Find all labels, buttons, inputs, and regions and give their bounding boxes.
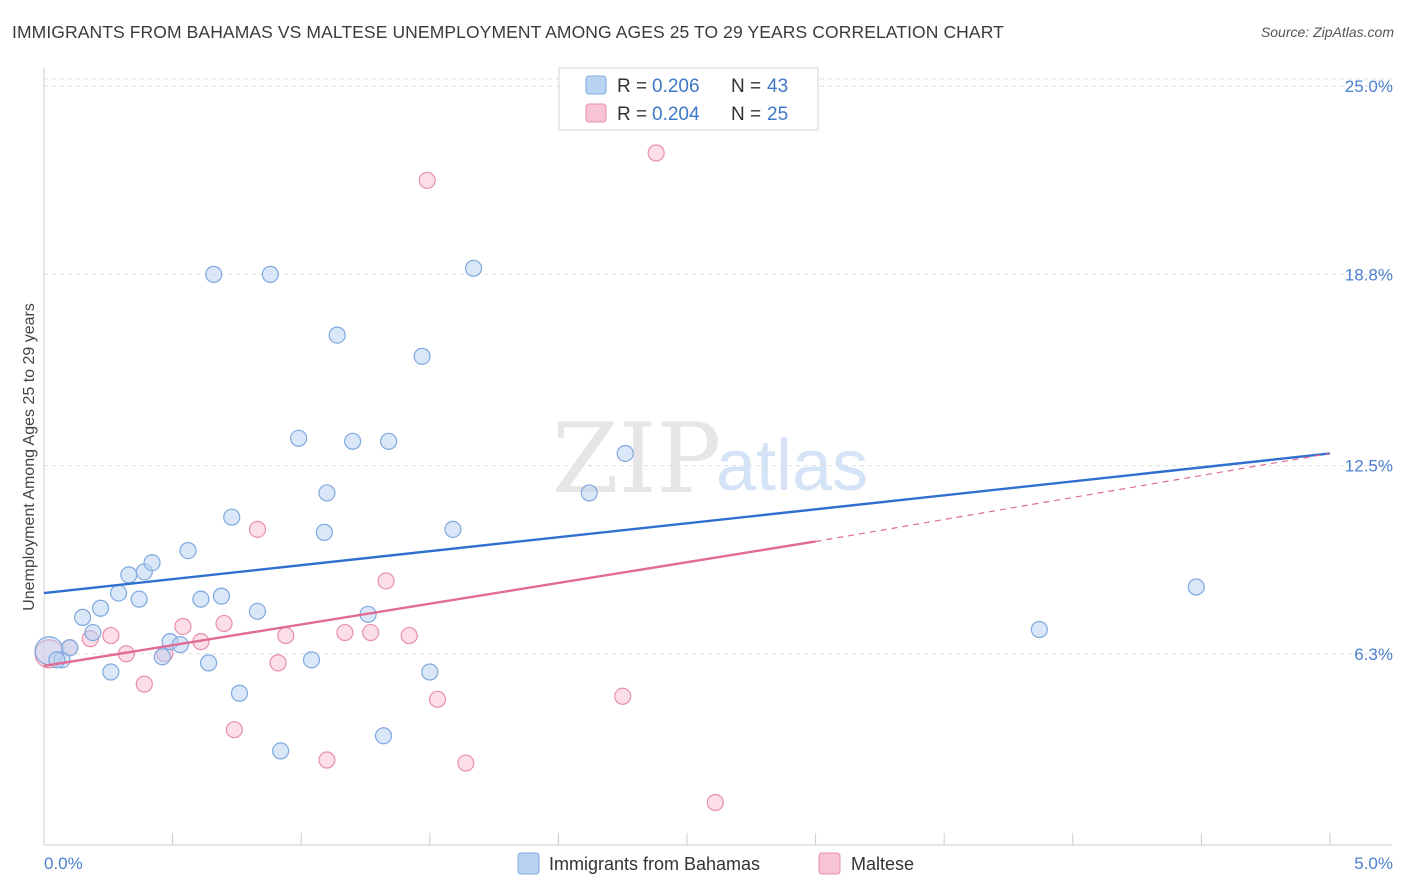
bahamas-point: [248, 602, 267, 620]
bahamas-point: [413, 347, 431, 365]
bahamas-point: [109, 584, 128, 602]
trend-lines: [43, 452, 1331, 668]
bahamas-point: [272, 742, 290, 760]
maltese-point: [277, 626, 295, 645]
bottom-legend-swatch-bahamas: [517, 852, 540, 875]
bahamas-point: [1030, 620, 1048, 639]
maltese-trend-line: [43, 540, 816, 668]
bahamas-point: [290, 429, 308, 447]
maltese-point: [102, 626, 120, 645]
maltese-point: [457, 754, 475, 772]
bahamas-point: [61, 639, 79, 657]
x-tick-label-max: 5.0%: [1354, 854, 1393, 873]
bahamas-trend-line: [43, 452, 1331, 595]
bahamas-point: [205, 265, 223, 283]
maltese-trend-extension: [815, 452, 1331, 543]
maltese-points: [34, 144, 724, 812]
legend-n-value-maltese: 25: [767, 104, 788, 125]
maltese-point: [418, 171, 436, 189]
maltese-point: [174, 617, 192, 636]
y-tick-label: 6.3%: [1354, 645, 1393, 664]
y-tick-label: 25.0%: [1345, 77, 1393, 96]
bahamas-point: [91, 599, 110, 617]
legend-r-label-bahamas: R =: [617, 76, 647, 97]
bahamas-point: [212, 587, 231, 605]
bottom-legend-label-maltese: Maltese: [851, 854, 914, 874]
bahamas-points: [34, 259, 1205, 760]
gridlines: [44, 78, 1392, 655]
maltese-point: [706, 793, 724, 812]
y-tick-label: 12.5%: [1345, 457, 1393, 476]
bahamas-point: [223, 508, 241, 526]
bottom-legend-label-bahamas: Immigrants from Bahamas: [549, 854, 760, 874]
bahamas-point: [380, 432, 398, 450]
legend-n-label-bahamas: N =: [731, 76, 761, 97]
bahamas-point: [374, 727, 393, 745]
legend-r-value-bahamas: 0.206: [652, 76, 700, 97]
bahamas-point: [84, 623, 102, 642]
y-axis-tick-labels: 6.3% 12.5% 18.8% 25.0%: [1345, 77, 1393, 664]
legend-n-label-maltese: N =: [731, 104, 761, 125]
bahamas-point: [230, 684, 249, 702]
y-tick-label: 18.8%: [1345, 265, 1393, 284]
y-axis-label: Unemployment Among Ages 25 to 29 years: [21, 303, 38, 611]
bahamas-point: [73, 608, 92, 626]
maltese-point: [225, 721, 243, 739]
x-tick-label-min: 0.0%: [44, 854, 83, 873]
bahamas-point: [421, 663, 439, 681]
maltese-point: [647, 144, 665, 162]
legend-swatch-maltese: [585, 103, 607, 123]
maltese-point: [362, 623, 380, 642]
bahamas-point: [1187, 578, 1205, 596]
bahamas-point: [130, 590, 148, 608]
bahamas-point: [444, 520, 462, 538]
maltese-point: [269, 654, 287, 672]
watermark-zip: ZIP: [552, 403, 721, 515]
bahamas-point: [318, 484, 336, 502]
bahamas-point: [302, 651, 321, 669]
maltese-point: [248, 520, 267, 538]
source-label: Source: ZipAtlas.com: [1260, 24, 1394, 40]
maltese-point: [428, 690, 447, 708]
legend-r-value-maltese: 0.204: [652, 104, 700, 125]
series-legend: Immigrants from Bahamas Maltese: [517, 852, 914, 875]
bahamas-point: [120, 566, 138, 584]
bahamas-point: [102, 663, 120, 681]
bahamas-point: [580, 484, 598, 502]
bahamas-point: [328, 326, 346, 344]
correlation-legend: R = 0.206 N = 43 R = 0.204 N = 25: [558, 67, 819, 131]
bahamas-point: [344, 432, 362, 450]
bahamas-point: [464, 259, 483, 277]
bahamas-point: [143, 554, 161, 572]
legend-r-label-maltese: R =: [617, 104, 647, 125]
bahamas-point: [179, 541, 197, 560]
bahamas-point: [200, 654, 218, 672]
maltese-point: [614, 687, 632, 705]
maltese-point: [135, 675, 153, 693]
maltese-point: [377, 572, 395, 590]
bahamas-point: [616, 444, 634, 463]
legend-n-value-bahamas: 43: [767, 76, 788, 97]
bottom-legend-swatch-maltese: [818, 852, 841, 875]
chart-title: IMMIGRANTS FROM BAHAMAS VS MALTESE UNEMP…: [12, 22, 1004, 42]
maltese-point: [336, 623, 354, 642]
maltese-point: [318, 751, 336, 769]
x-axis-ticks: [172, 833, 1331, 845]
bahamas-point: [192, 590, 210, 608]
bahamas-point: [261, 265, 279, 283]
maltese-point: [400, 626, 418, 645]
bahamas-point: [315, 523, 333, 541]
legend-swatch-bahamas: [585, 75, 607, 95]
bahamas-point: [153, 648, 171, 666]
maltese-point: [215, 614, 233, 633]
